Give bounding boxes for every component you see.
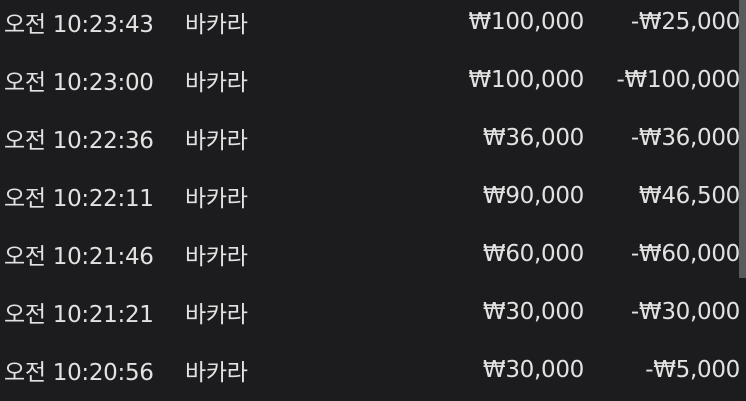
row-bet: ₩100,000 [468,67,585,93]
row-result: -₩25,000 [630,9,740,35]
row-result: -₩5,000 [645,357,740,383]
row-time: 오전 10:22:11 [4,186,154,212]
row-time: 오전 10:23:00 [4,70,154,96]
row-bet: ₩30,000 [482,299,584,325]
row-game: 바카라 [185,186,248,212]
history-row[interactable]: 오전 10:23:00 바카라 ₩100,000 -₩100,000 [0,51,746,109]
row-result: ₩46,500 [638,183,740,209]
row-time: 오전 10:21:21 [4,302,154,328]
row-time: 오전 10:21:46 [4,244,154,270]
row-bet: ₩100,000 [468,9,585,35]
history-row[interactable]: 오전 10:22:36 바카라 ₩36,000 -₩36,000 [0,109,746,167]
row-result: -₩36,000 [630,125,740,151]
history-row[interactable]: 오전 10:21:21 바카라 ₩30,000 -₩30,000 [0,283,746,341]
row-game: 바카라 [185,12,248,38]
history-row[interactable]: 오전 10:22:11 바카라 ₩90,000 ₩46,500 [0,167,746,225]
row-bet: ₩60,000 [482,241,584,267]
history-row[interactable]: 오전 10:23:43 바카라 ₩100,000 -₩25,000 [0,0,746,51]
row-game: 바카라 [185,244,248,270]
row-bet: ₩36,000 [482,125,584,151]
row-time: 오전 10:22:36 [4,128,154,154]
scrollbar[interactable] [739,0,746,278]
row-game: 바카라 [185,70,248,96]
row-bet: ₩90,000 [482,183,584,209]
row-time: 오전 10:23:43 [4,12,154,38]
row-bet: ₩30,000 [482,357,584,383]
history-row[interactable]: 오전 10:21:46 바카라 ₩60,000 -₩60,000 [0,225,746,283]
row-result: -₩60,000 [630,241,740,267]
row-game: 바카라 [185,128,248,154]
row-time: 오전 10:20:56 [4,360,154,386]
row-game: 바카라 [185,302,248,328]
history-row[interactable]: 오전 10:20:56 바카라 ₩30,000 -₩5,000 [0,341,746,399]
row-game: 바카라 [185,360,248,386]
row-result: -₩100,000 [616,67,741,93]
row-result: -₩30,000 [630,299,740,325]
